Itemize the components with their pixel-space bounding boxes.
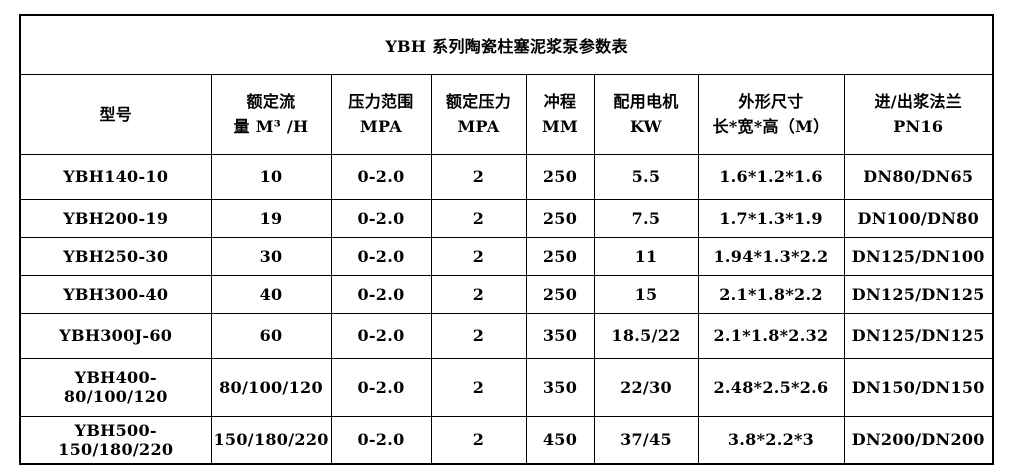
cell-pressure-range: 0-2.0 — [330, 153, 432, 200]
header-dimensions: 外形尺寸 长*宽*高（M） — [697, 73, 845, 155]
cell-motor-power: 22/30 — [593, 357, 699, 417]
header-model: 型号 — [19, 73, 212, 155]
cell-model: YBH300J-60 — [19, 312, 212, 359]
pump-parameters-table: YBH 系列陶瓷柱塞泥浆泵参数表 型号 额定流 量 M³ /H 压力范围 MPA… — [19, 14, 995, 465]
cell-rated-flow: 60 — [210, 312, 332, 359]
header-pressure-range-line1: 压力范围 — [348, 92, 414, 111]
cell-pressure-range: 0-2.0 — [330, 415, 432, 465]
table-row: YBH200-19 19 0-2.0 2 250 7.5 1.7*1.3*1.9… — [19, 198, 994, 238]
cell-flange: DN150/DN150 — [843, 357, 994, 417]
header-motor-power: 配用电机 KW — [593, 73, 699, 155]
header-stroke-line2: MM — [541, 117, 579, 136]
cell-rated-pressure: 2 — [430, 236, 527, 276]
cell-dimensions: 1.94*1.3*2.2 — [697, 236, 845, 276]
cell-model: YBH200-19 — [19, 198, 212, 238]
cell-stroke: 250 — [525, 236, 595, 276]
cell-pressure-range: 0-2.0 — [330, 198, 432, 238]
header-model-line1: 型号 — [99, 104, 133, 124]
table-row: YBH140-10 10 0-2.0 2 250 5.5 1.6*1.2*1.6… — [19, 153, 994, 200]
cell-dimensions: 3.8*2.2*3 — [697, 415, 845, 465]
cell-stroke: 350 — [525, 357, 595, 417]
title-row: YBH 系列陶瓷柱塞泥浆泵参数表 — [19, 14, 994, 75]
cell-rated-pressure: 2 — [430, 153, 527, 200]
cell-motor-power: 7.5 — [593, 198, 699, 238]
header-stroke-line1: 冲程 — [543, 92, 577, 111]
header-row: 型号 额定流 量 M³ /H 压力范围 MPA 额定压力 MPA 冲程 MM 配… — [19, 73, 994, 155]
cell-dimensions: 2.1*1.8*2.2 — [697, 274, 845, 314]
header-pressure-range: 压力范围 MPA — [330, 73, 432, 155]
cell-rated-pressure: 2 — [430, 274, 527, 314]
header-stroke: 冲程 MM — [525, 73, 595, 155]
cell-motor-power: 5.5 — [593, 153, 699, 200]
table-row: YBH300J-60 60 0-2.0 2 350 18.5/22 2.1*1.… — [19, 312, 994, 359]
cell-stroke: 250 — [525, 274, 595, 314]
cell-flange: DN80/DN65 — [843, 153, 994, 200]
header-motor-power-line1: 配用电机 — [613, 92, 679, 111]
cell-model: YBH300-40 — [19, 274, 212, 314]
table-row: YBH300-40 40 0-2.0 2 250 15 2.1*1.8*2.2 … — [19, 274, 994, 314]
cell-flange: DN125/DN125 — [843, 312, 994, 359]
header-pressure-range-line2: MPA — [360, 117, 402, 136]
cell-motor-power: 11 — [593, 236, 699, 276]
table-row: YBH250-30 30 0-2.0 2 250 11 1.94*1.3*2.2… — [19, 236, 994, 276]
cell-model: YBH400-80/100/120 — [19, 357, 212, 417]
cell-stroke: 350 — [525, 312, 595, 359]
cell-dimensions: 1.6*1.2*1.6 — [697, 153, 845, 200]
cell-flange: DN125/DN125 — [843, 274, 994, 314]
cell-motor-power: 18.5/22 — [593, 312, 699, 359]
header-dimensions-line1: 外形尺寸 — [738, 92, 804, 111]
cell-dimensions: 2.1*1.8*2.32 — [697, 312, 845, 359]
table-row: YBH400-80/100/120 80/100/120 0-2.0 2 350… — [19, 357, 994, 417]
header-flange-line1: 进/出浆法兰 — [874, 92, 963, 111]
header-rated-flow-line1: 额定流 — [246, 92, 296, 111]
table-row: YBH500-150/180/220 150/180/220 0-2.0 2 4… — [19, 415, 994, 465]
cell-stroke: 250 — [525, 153, 595, 200]
header-rated-flow-line2: 量 M³ /H — [233, 117, 309, 136]
cell-stroke: 250 — [525, 198, 595, 238]
header-dimensions-line2: 长*宽*高（M） — [712, 117, 830, 136]
header-rated-flow: 额定流 量 M³ /H — [210, 73, 332, 155]
cell-rated-pressure: 2 — [430, 415, 527, 465]
cell-flange: DN200/DN200 — [843, 415, 994, 465]
cell-dimensions: 2.48*2.5*2.6 — [697, 357, 845, 417]
cell-rated-flow: 40 — [210, 274, 332, 314]
header-rated-pressure-line2: MPA — [457, 117, 500, 136]
header-rated-pressure: 额定压力 MPA — [430, 73, 527, 155]
header-flange: 进/出浆法兰 PN16 — [843, 73, 994, 155]
cell-pressure-range: 0-2.0 — [330, 312, 432, 359]
cell-model: YBH500-150/180/220 — [19, 415, 212, 465]
cell-model: YBH250-30 — [19, 236, 212, 276]
cell-motor-power: 15 — [593, 274, 699, 314]
cell-rated-flow: 150/180/220 — [210, 415, 332, 465]
cell-flange: DN125/DN100 — [843, 236, 994, 276]
cell-rated-pressure: 2 — [430, 312, 527, 359]
cell-rated-pressure: 2 — [430, 198, 527, 238]
table-title: YBH 系列陶瓷柱塞泥浆泵参数表 — [19, 14, 994, 75]
cell-flange: DN100/DN80 — [843, 198, 994, 238]
cell-stroke: 450 — [525, 415, 595, 465]
cell-model: YBH140-10 — [19, 153, 212, 200]
cell-motor-power: 37/45 — [593, 415, 699, 465]
cell-rated-flow: 80/100/120 — [210, 357, 332, 417]
cell-dimensions: 1.7*1.3*1.9 — [697, 198, 845, 238]
cell-rated-flow: 10 — [210, 153, 332, 200]
cell-rated-flow: 19 — [210, 198, 332, 238]
header-motor-power-line2: KW — [630, 117, 662, 136]
header-rated-pressure-line1: 额定压力 — [445, 92, 512, 111]
cell-pressure-range: 0-2.0 — [330, 274, 432, 314]
cell-pressure-range: 0-2.0 — [330, 357, 432, 417]
header-flange-line2: PN16 — [893, 117, 944, 136]
cell-pressure-range: 0-2.0 — [330, 236, 432, 276]
cell-rated-flow: 30 — [210, 236, 332, 276]
cell-rated-pressure: 2 — [430, 357, 527, 417]
